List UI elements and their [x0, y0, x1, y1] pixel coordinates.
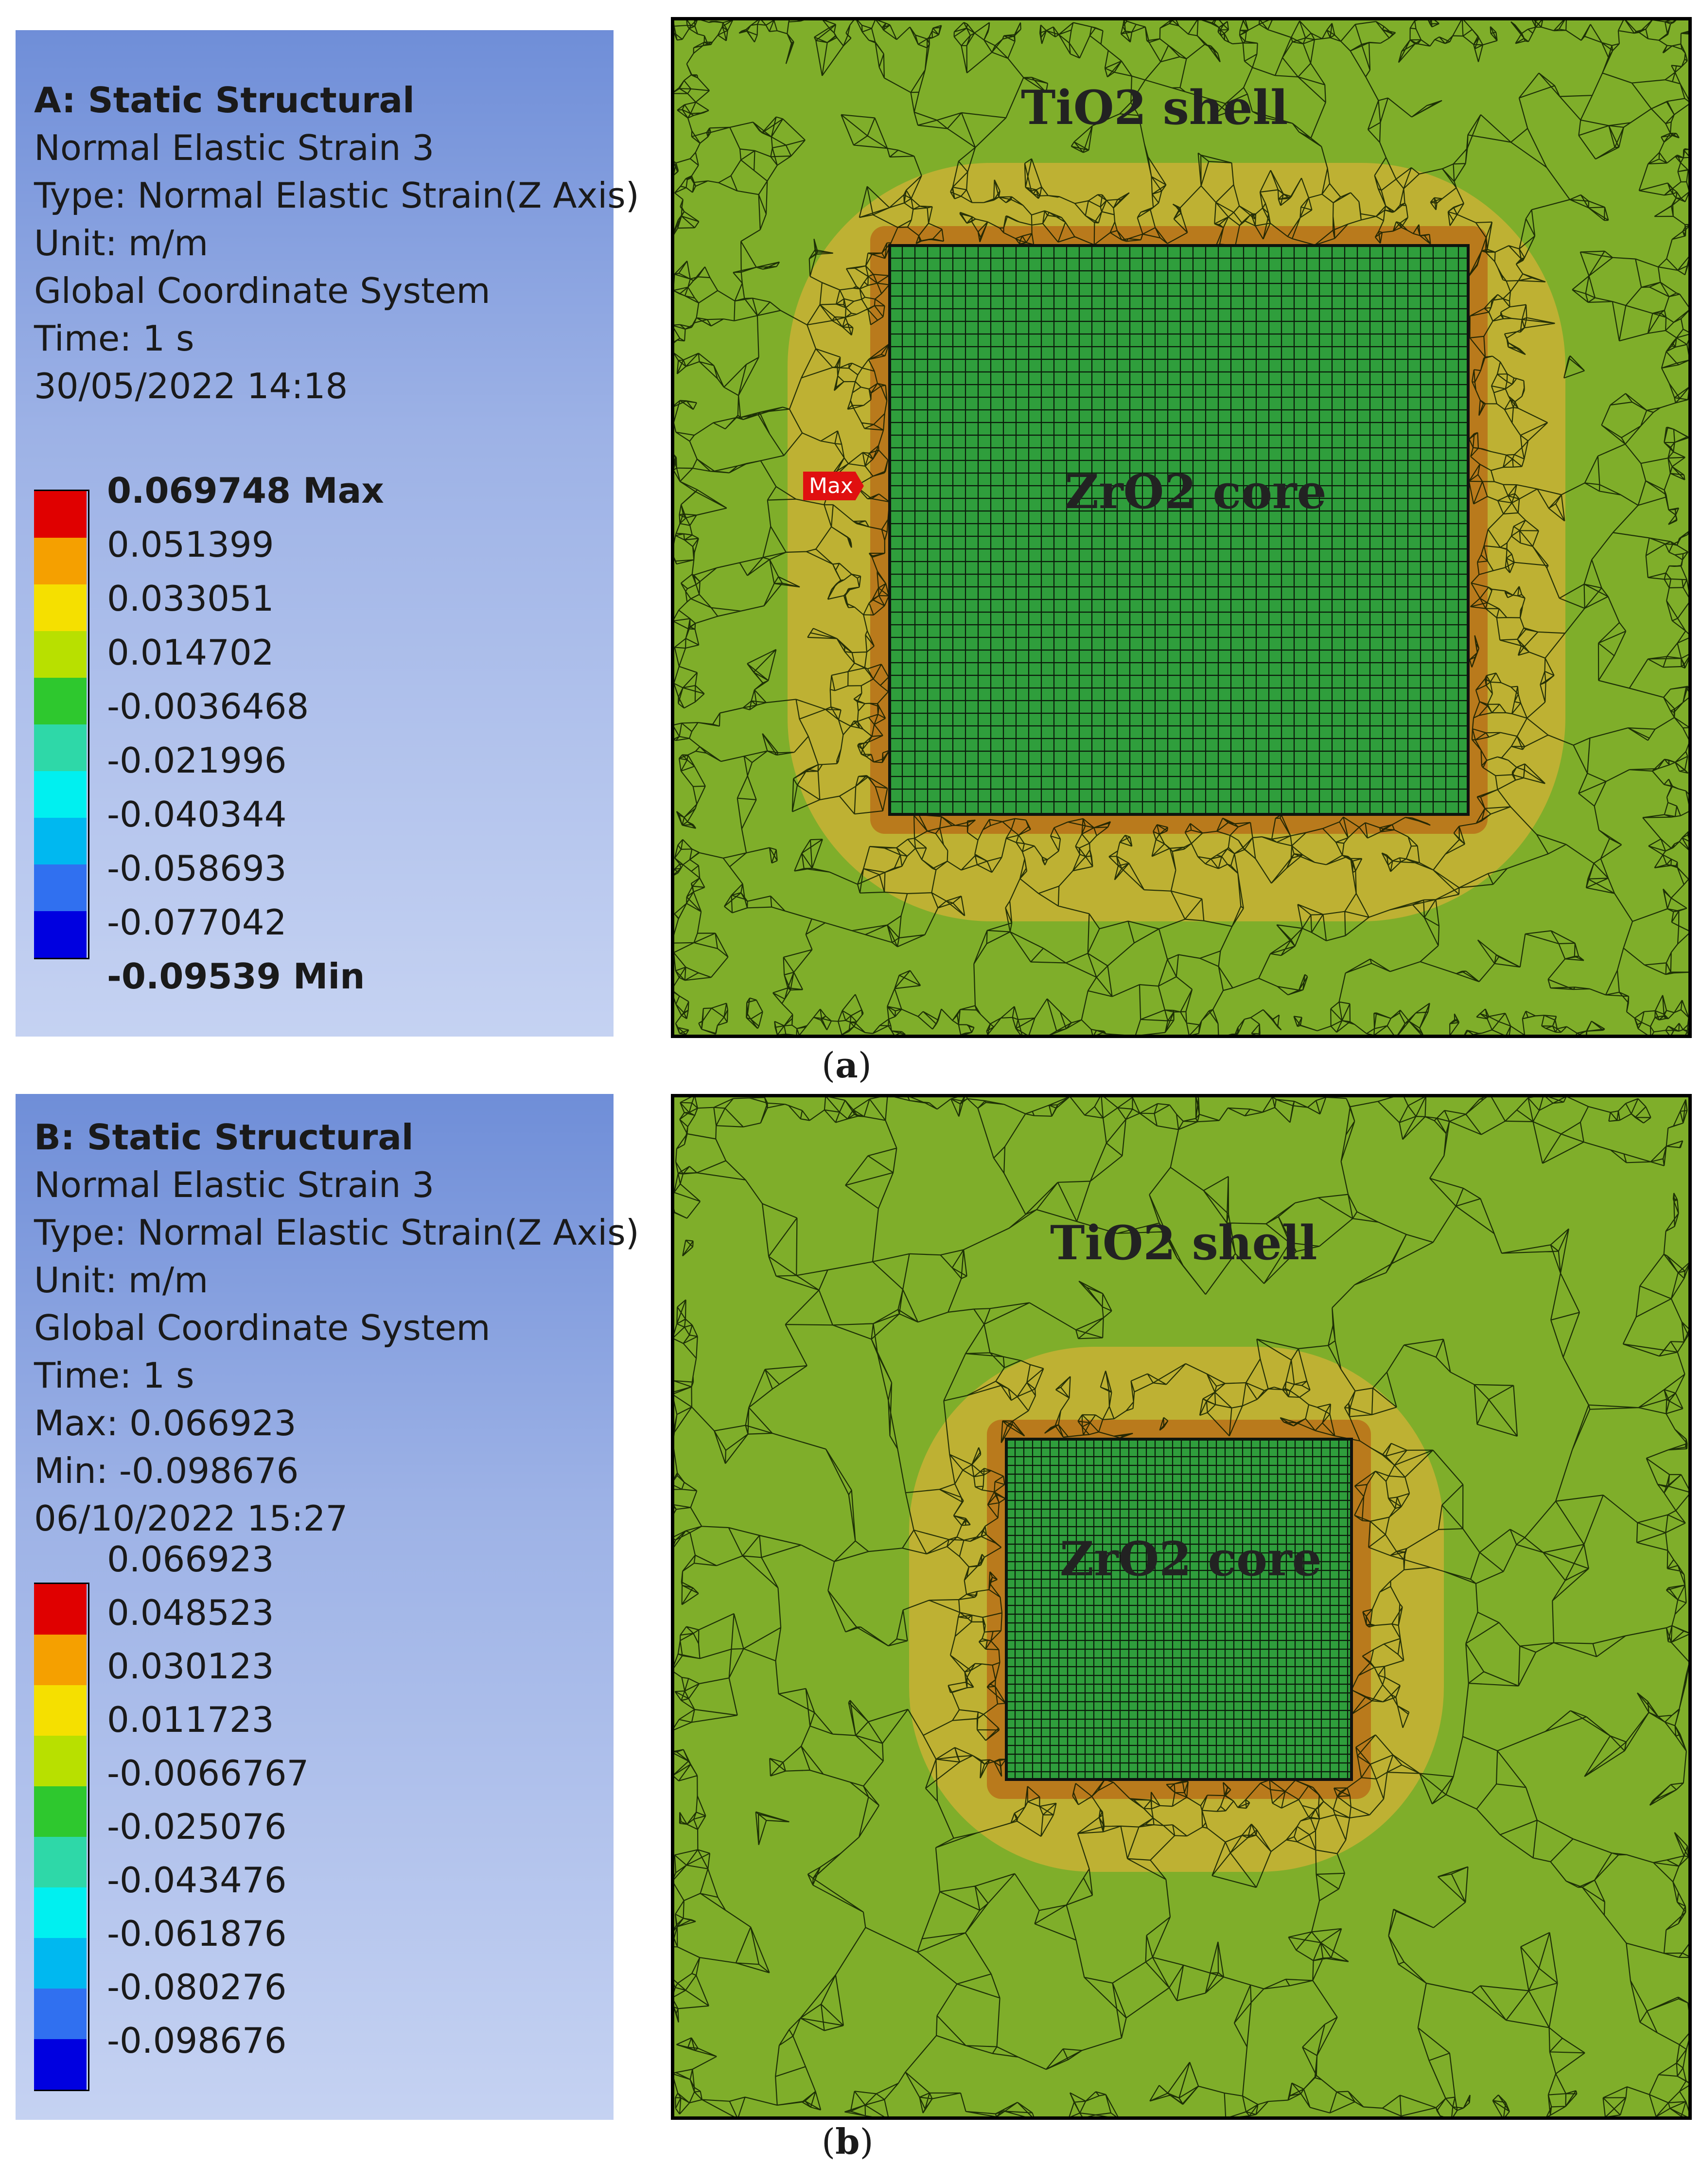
- legend-band: [34, 631, 87, 678]
- info-line: Unit: m/m: [34, 1260, 209, 1301]
- legend-band: [34, 1786, 87, 1837]
- legend-label: 0.066923: [107, 1539, 274, 1580]
- legend-band: [34, 538, 87, 584]
- view-border: [671, 17, 1692, 1038]
- info-line: Normal Elastic Strain 3: [34, 127, 435, 168]
- info-line: Global Coordinate System: [34, 270, 491, 311]
- legend-band: [34, 2039, 87, 2090]
- max-probe-tag[interactable]: Max: [803, 472, 864, 500]
- view-border: [671, 1094, 1692, 2120]
- legend-label: 0.033051: [107, 578, 274, 619]
- core-grid: [889, 245, 1468, 815]
- info-line: Type: Normal Elastic Strain(Z Axis): [34, 175, 639, 216]
- caption-b: (b): [822, 2121, 874, 2162]
- legend-band: [34, 864, 87, 911]
- legend-label: -0.043476: [107, 1860, 287, 1901]
- core-region: [1005, 1438, 1353, 1781]
- legend-label: -0.077042: [107, 902, 287, 943]
- info-line: Time: 1 s: [34, 318, 194, 359]
- legend-label: -0.061876: [107, 1913, 287, 1954]
- legend-band: [34, 491, 87, 538]
- info-line: Min: -0.098676: [34, 1450, 299, 1491]
- legend-label: -0.0036468: [107, 686, 309, 727]
- info-line: Max: 0.066923: [34, 1403, 297, 1444]
- legend-band: [34, 678, 87, 724]
- legend-band: [34, 771, 87, 818]
- legend-band: [34, 1887, 87, 1938]
- legend-label: -0.021996: [107, 740, 287, 781]
- core-label: ZrO2 core: [1065, 464, 1327, 519]
- mesh-canvas-a[interactable]: [671, 17, 1692, 1038]
- mesh-view-a[interactable]: TiO2 shell ZrO2 core Max: [671, 17, 1692, 1038]
- caption-a: (a): [822, 1044, 872, 1086]
- legend-label: -0.080276: [107, 1967, 287, 2008]
- core-grid: [1005, 1438, 1351, 1779]
- info-panel-b: B: Static Structural Normal Elastic Stra…: [16, 1094, 639, 2120]
- panel-title: B: Static Structural: [34, 1117, 414, 1158]
- legend-label: 0.048523: [107, 1592, 274, 1633]
- info-line: Time: 1 s: [34, 1355, 194, 1396]
- legend-band: [34, 911, 87, 958]
- legend-label: -0.0066767: [107, 1753, 309, 1794]
- legend-label: -0.058693: [107, 848, 287, 889]
- legend-label: -0.040344: [107, 794, 287, 835]
- mesh-canvas-b[interactable]: [671, 1094, 1692, 2120]
- shell-label: TiO2 shell: [1050, 1215, 1317, 1270]
- info-line: 06/10/2022 15:27: [34, 1498, 348, 1539]
- info-block-a: A: Static Structural Normal Elastic Stra…: [34, 76, 639, 410]
- legend-label: 0.051399: [107, 524, 274, 565]
- legend-band: [34, 1685, 87, 1736]
- legend-label: 0.069748 Max: [107, 470, 384, 511]
- info-line: Type: Normal Elastic Strain(Z Axis): [34, 1212, 639, 1253]
- legend-label: -0.025076: [107, 1806, 287, 1847]
- legend-label: 0.030123: [107, 1646, 274, 1687]
- legend-label: -0.098676: [107, 2020, 287, 2061]
- info-line: 30/05/2022 14:18: [34, 366, 348, 406]
- panel-title: A: Static Structural: [34, 80, 415, 121]
- legend-band: [34, 724, 87, 771]
- shell-label: TiO2 shell: [1021, 80, 1288, 135]
- core-label: ZrO2 core: [1060, 1532, 1322, 1586]
- info-line: Unit: m/m: [34, 223, 209, 264]
- legend-label: 0.011723: [107, 1699, 274, 1740]
- info-panel-a: A: Static Structural Normal Elastic Stra…: [16, 30, 639, 1037]
- legend-band: [34, 1635, 87, 1685]
- info-line: Global Coordinate System: [34, 1307, 491, 1348]
- shell-mesh: [671, 1094, 1692, 2120]
- legend-band: [34, 1989, 87, 2039]
- legend-label: 0.014702: [107, 632, 274, 673]
- legend-band: [34, 818, 87, 864]
- legend-band: [34, 1837, 87, 1887]
- mesh-view-b[interactable]: TiO2 shell ZrO2 core: [671, 1094, 1692, 2120]
- info-line: Normal Elastic Strain 3: [34, 1164, 435, 1205]
- core-region: [888, 244, 1470, 816]
- legend-band: [34, 1938, 87, 1989]
- info-block-b: B: Static Structural Normal Elastic Stra…: [34, 1113, 639, 1542]
- legend-band: [34, 1584, 87, 1635]
- legend-label: -0.09539 Min: [107, 956, 365, 997]
- legend-band: [34, 1736, 87, 1786]
- shell-mesh: [671, 17, 1692, 1038]
- legend-band: [34, 584, 87, 631]
